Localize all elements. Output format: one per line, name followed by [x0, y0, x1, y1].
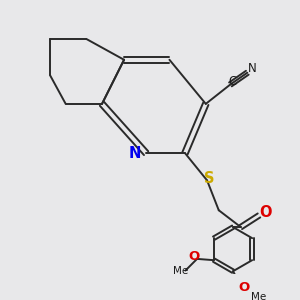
Text: Me: Me [172, 266, 188, 276]
Text: N: N [128, 146, 141, 161]
Text: O: O [189, 250, 200, 263]
Text: O: O [259, 205, 272, 220]
Text: S: S [204, 171, 215, 186]
Text: O: O [238, 281, 250, 294]
Text: N: N [248, 62, 257, 75]
Text: Me: Me [251, 292, 267, 300]
Text: C: C [228, 75, 237, 88]
